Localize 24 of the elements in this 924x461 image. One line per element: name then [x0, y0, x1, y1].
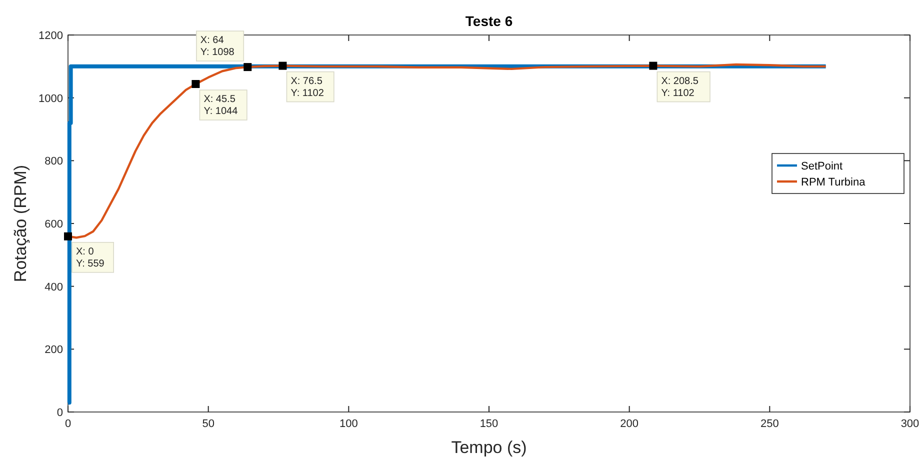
- x-axis-title: Tempo (s): [451, 438, 527, 457]
- y-tick-label: 0: [56, 407, 63, 419]
- x-tick-label: 100: [339, 418, 358, 430]
- y-tick-label: 1000: [38, 92, 63, 105]
- annotation: X: 208.5 Y: 1102: [661, 76, 699, 99]
- y-tick-label: 200: [44, 344, 63, 356]
- y-axis-title: Rotação (RPM): [11, 164, 30, 282]
- x-tick-label: 150: [480, 418, 498, 430]
- annotation: X: 45.5 Y: 1044: [204, 94, 238, 118]
- legend-label: RPM Turbina: [801, 176, 866, 188]
- y-tick-label: 1200: [38, 30, 63, 42]
- annotation: X: 64 Y: 1098: [200, 35, 235, 58]
- y-tick-label: 800: [44, 156, 63, 168]
- chart-title: Teste 6: [465, 13, 513, 29]
- x-tick-label: 200: [620, 418, 639, 430]
- annotation: X: 76.5 Y: 1102: [290, 76, 324, 99]
- annotation: X: 0 Y: 559: [76, 246, 105, 270]
- y-tick-label: 400: [44, 281, 63, 294]
- x-tick-label: 250: [760, 418, 779, 430]
- legend-label: SetPoint: [801, 160, 843, 172]
- y-tick-label: 600: [44, 218, 63, 230]
- x-tick-label: 300: [900, 418, 920, 430]
- x-tick-label: 0: [64, 418, 72, 430]
- x-tick-label: 50: [202, 418, 214, 430]
